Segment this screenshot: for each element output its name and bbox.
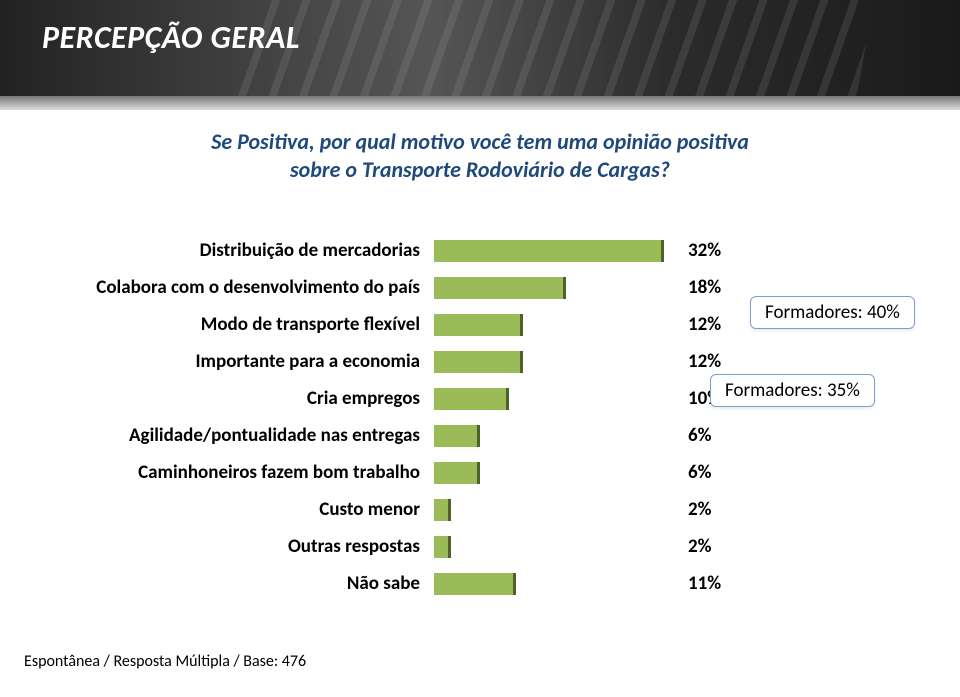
chart-bar-cell bbox=[434, 351, 664, 373]
subtitle-line2: sobre o Transporte Rodoviário de Cargas? bbox=[290, 156, 670, 183]
chart-value-label: 12% bbox=[688, 313, 744, 336]
chart-value-label: 2% bbox=[688, 498, 744, 521]
chart-value-label: 6% bbox=[688, 461, 744, 484]
chart-row: Outras respostas 2% bbox=[0, 528, 960, 565]
chart-row-label: Caminhoneiros fazem bom trabalho bbox=[0, 461, 434, 484]
subtitle: Se Positiva, por qual motivo você tem um… bbox=[0, 128, 960, 183]
subtitle-line1: Se Positiva, por qual motivo você tem um… bbox=[211, 128, 749, 155]
chart-bar bbox=[434, 388, 509, 410]
chart-bar-cell bbox=[434, 277, 664, 299]
chart-row: Custo menor 2% bbox=[0, 491, 960, 528]
chart-bar-cell bbox=[434, 573, 664, 595]
chart-row-label: Modo de transporte flexível bbox=[0, 313, 434, 336]
chart-bar bbox=[434, 240, 664, 262]
banner-bottom-stripe bbox=[0, 96, 960, 110]
chart-bar-cell bbox=[434, 314, 664, 336]
chart-row-label: Custo menor bbox=[0, 498, 434, 521]
chart-bar bbox=[434, 536, 451, 558]
chart-value-label: 12% bbox=[688, 350, 744, 373]
chart-bar bbox=[434, 314, 523, 336]
chart-value-label: 32% bbox=[688, 239, 744, 262]
chart-row-label: Importante para a economia bbox=[0, 350, 434, 373]
chart-bar bbox=[434, 499, 451, 521]
chart-row: Caminhoneiros fazem bom trabalho 6% bbox=[0, 454, 960, 491]
chart-bar-cell bbox=[434, 388, 664, 410]
chart-bar bbox=[434, 462, 480, 484]
chart-bar-cell bbox=[434, 240, 664, 262]
chart-value-label: 11% bbox=[688, 572, 744, 595]
chart-row: Agilidade/pontualidade nas entregas 6% bbox=[0, 417, 960, 454]
banner-road-overlay bbox=[230, 0, 873, 110]
chart-bar-cell bbox=[434, 536, 664, 558]
page-title: PERCEPÇÃO GERAL bbox=[42, 18, 300, 57]
chart-value-label: 18% bbox=[688, 276, 744, 299]
slide: PERCEPÇÃO GERAL Se Positiva, por qual mo… bbox=[0, 0, 960, 697]
footer-note: Espontânea / Resposta Múltipla / Base: 4… bbox=[24, 652, 306, 671]
chart-bar-cell bbox=[434, 499, 664, 521]
chart-bar-cell bbox=[434, 425, 664, 447]
chart-bar bbox=[434, 277, 566, 299]
chart-row-label: Agilidade/pontualidade nas entregas bbox=[0, 424, 434, 447]
chart-row: Distribuição de mercadorias 32% bbox=[0, 232, 960, 269]
chart-value-label: 6% bbox=[688, 424, 744, 447]
chart-row-label: Outras respostas bbox=[0, 535, 434, 558]
callout-box: Formadores: 40% bbox=[750, 296, 915, 329]
chart-bar bbox=[434, 573, 516, 595]
chart-row-label: Colabora com o desenvolvimento do país bbox=[0, 276, 434, 299]
bar-chart: Distribuição de mercadorias 32% Colabora c… bbox=[0, 232, 960, 602]
chart-bar bbox=[434, 351, 523, 373]
chart-bar bbox=[434, 425, 480, 447]
chart-value-label: 2% bbox=[688, 535, 744, 558]
chart-row-label: Cria empregos bbox=[0, 387, 434, 410]
chart-row-label: Distribuição de mercadorias bbox=[0, 239, 434, 262]
chart-bar-cell bbox=[434, 462, 664, 484]
callout-box: Formadores: 35% bbox=[710, 374, 875, 407]
chart-row-label: Não sabe bbox=[0, 572, 434, 595]
chart-row: Não sabe 11% bbox=[0, 565, 960, 602]
